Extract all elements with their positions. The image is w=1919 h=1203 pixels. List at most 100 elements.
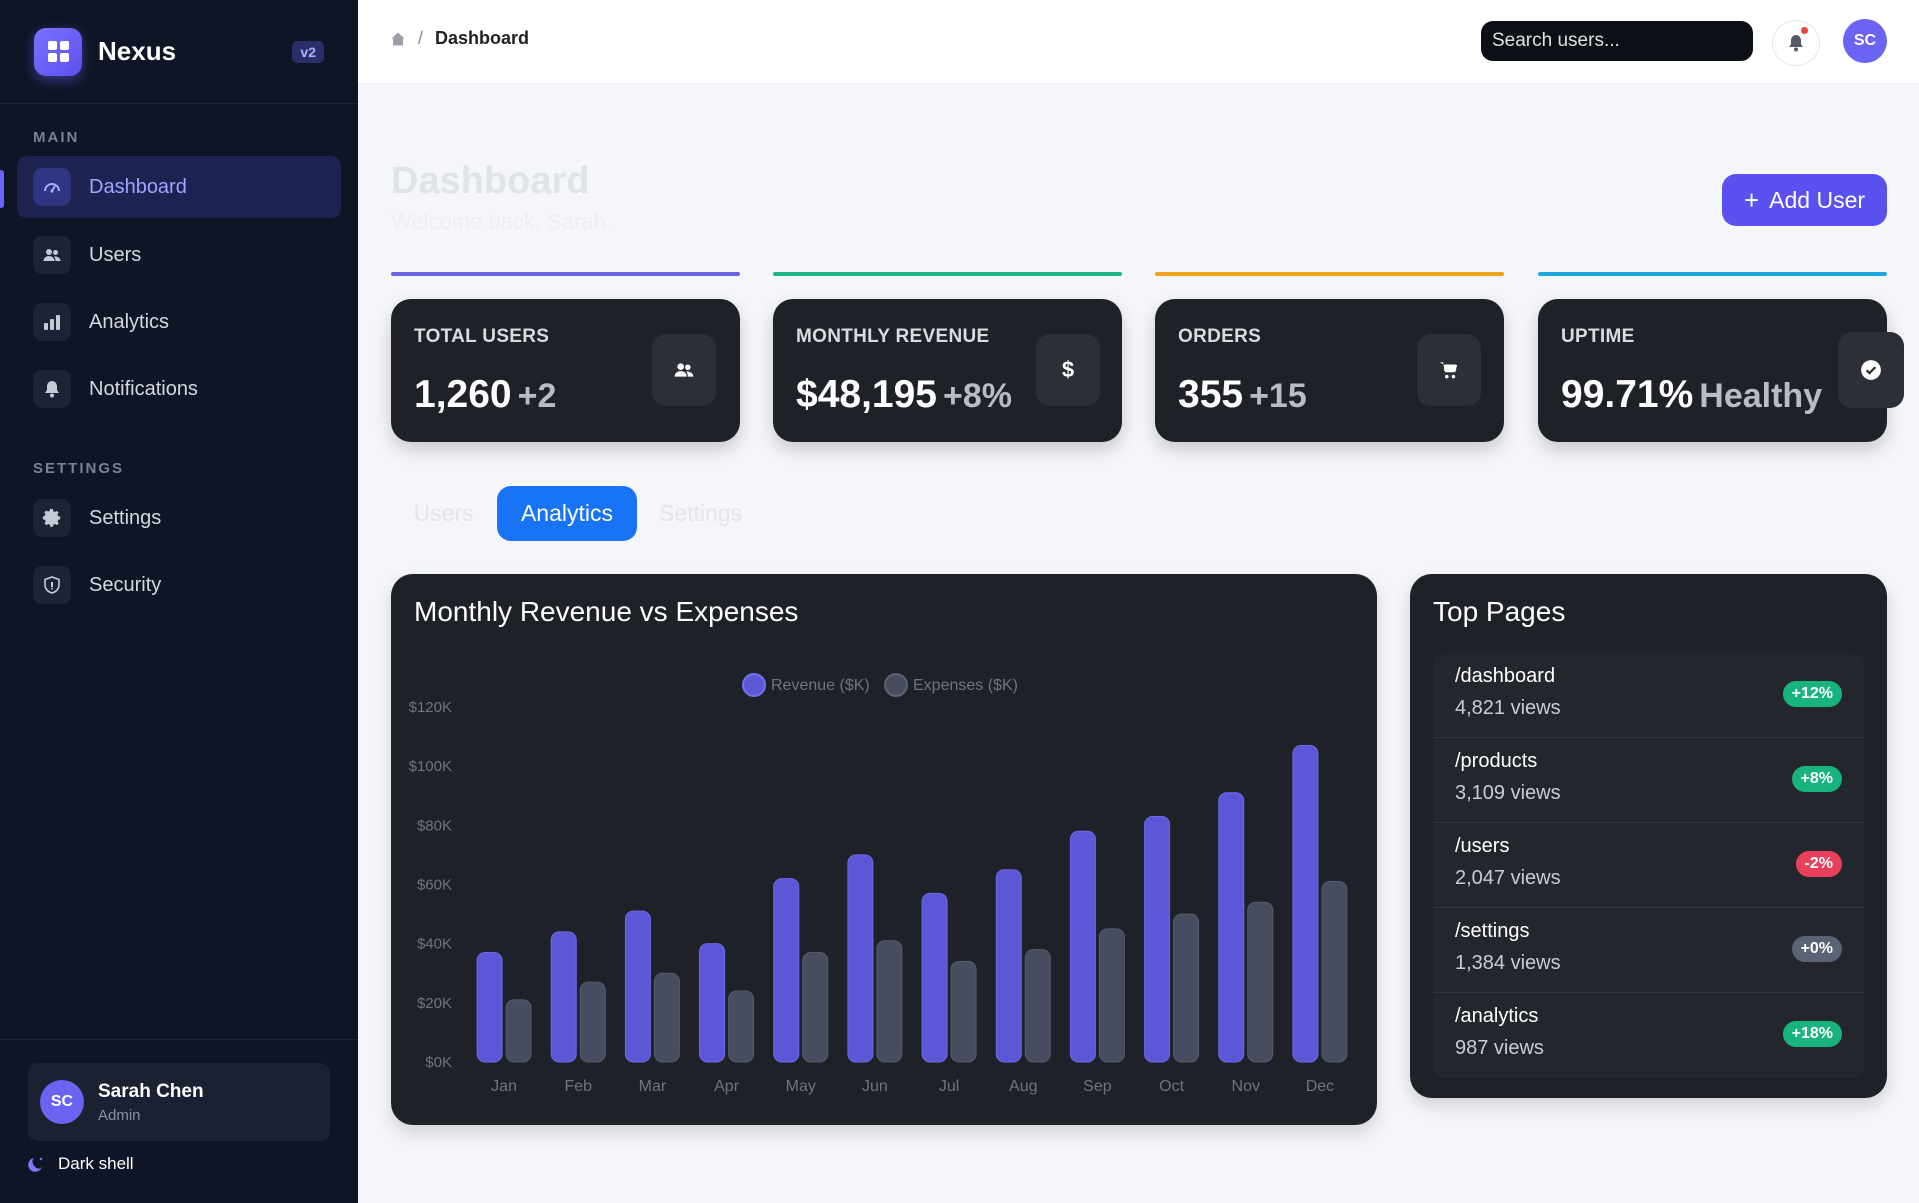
bar-expenses — [1321, 881, 1348, 1063]
x-tick-label: Oct — [1159, 1078, 1184, 1095]
sidebar: Nexus v2 MAIN Dashboard Users Analytics … — [0, 0, 358, 1203]
tab-settings[interactable]: Settings — [658, 500, 743, 526]
page-views: 3,109 views — [1455, 782, 1561, 804]
y-tick-label: $100K — [409, 758, 452, 775]
notification-dot — [1801, 27, 1808, 34]
sidebar-item-dashboard[interactable]: Dashboard — [17, 156, 341, 218]
bar-revenue — [1069, 830, 1096, 1063]
tab-users[interactable]: Users — [413, 500, 474, 526]
sidebar-item-label: Settings — [89, 506, 162, 529]
plus-icon: + — [1743, 184, 1760, 215]
page-path: /analytics — [1455, 1005, 1539, 1027]
top-pages-title: Top Pages — [1433, 596, 1566, 627]
bar-revenue — [847, 854, 874, 1063]
sidebar-item-label: Analytics — [89, 310, 170, 333]
user-name: Sarah Chen — [98, 1080, 204, 1102]
list-item[interactable]: /analytics 987 views +18% — [1433, 993, 1864, 1078]
breadcrumb-current: Dashboard — [435, 28, 530, 48]
page-subtitle: Welcome back, Sarah. — [391, 209, 612, 234]
notifications-button[interactable] — [1772, 20, 1820, 66]
user-role: Admin — [98, 1106, 141, 1124]
home-icon[interactable] — [390, 31, 406, 47]
legend-label: Revenue ($K) — [771, 677, 870, 694]
change-badge: +12% — [1782, 681, 1842, 707]
page-views: 4,821 views — [1455, 697, 1561, 719]
dollar-icon: $ — [1036, 334, 1100, 406]
bar-revenue — [1144, 815, 1171, 1063]
stat-value: 1,260 +2 — [414, 373, 557, 416]
breadcrumb-separator: / — [418, 28, 424, 48]
tab-analytics[interactable]: Analytics — [497, 486, 637, 541]
check-circle-icon — [1838, 332, 1904, 408]
active-indicator — [0, 170, 4, 208]
users-icon — [33, 236, 71, 274]
sidebar-item-users[interactable]: Users — [17, 224, 341, 286]
list-item[interactable]: /users 2,047 views -2% — [1433, 823, 1864, 908]
bar-expenses — [1247, 901, 1274, 1063]
stat-accent-line — [773, 272, 1122, 276]
bar-chart-icon — [33, 303, 71, 341]
stat-label: ORDERS — [1178, 326, 1262, 347]
legend-swatch — [742, 673, 766, 697]
change-badge: +0% — [1791, 936, 1842, 962]
revenue-chart-card: Monthly Revenue vs Expenses $0K $20K $40K $… — [391, 574, 1377, 1125]
page-title: Dashboard — [391, 160, 590, 202]
list-item[interactable]: /dashboard 4,821 views +12% — [1433, 653, 1864, 738]
legend-label: Expenses ($K) — [913, 677, 1018, 694]
bar-revenue — [699, 943, 726, 1063]
stat-accent-line — [1155, 272, 1504, 276]
y-tick-label: $60K — [417, 877, 452, 894]
stat-label: MONTHLY REVENUE — [796, 326, 990, 347]
stat-accent-line — [391, 272, 740, 276]
bar-revenue — [773, 878, 800, 1063]
shield-icon — [33, 566, 71, 604]
y-tick-label: $80K — [417, 817, 452, 834]
x-tick-label: Jan — [491, 1078, 517, 1095]
sidebar-item-notifications[interactable]: Notifications — [17, 358, 341, 420]
sidebar-item-label: Notifications — [89, 377, 198, 400]
topbar: / Dashboard SC — [358, 0, 1919, 84]
search-input[interactable] — [1481, 21, 1753, 61]
x-tick-label: Mar — [639, 1078, 667, 1095]
stat-label: UPTIME — [1561, 326, 1635, 347]
cart-icon — [1417, 334, 1481, 406]
sidebar-item-label: Dashboard — [89, 175, 187, 198]
stat-value: 355 +15 — [1178, 373, 1307, 416]
bar-revenue — [550, 931, 577, 1063]
bar-expenses — [876, 940, 903, 1063]
page-views: 1,384 views — [1455, 952, 1561, 974]
x-tick-label: Jun — [862, 1078, 888, 1095]
x-tick-label: Jul — [939, 1078, 959, 1095]
bar-revenue — [1292, 744, 1319, 1063]
theme-toggle-label: Dark shell — [58, 1154, 134, 1173]
chart-title: Monthly Revenue vs Expenses — [414, 596, 799, 627]
stat-value: $48,195 +8% — [796, 373, 1012, 416]
bar-expenses — [950, 960, 977, 1063]
change-badge: +8% — [1791, 766, 1842, 792]
bar-expenses — [653, 972, 680, 1063]
x-tick-label: Feb — [564, 1078, 592, 1095]
revenue-chart: $0K $20K $40K $60K $80K $100K $120K Jan Feb Mar Ap… — [409, 673, 1348, 1095]
x-tick-label: Nov — [1232, 1078, 1260, 1095]
list-item[interactable]: /products 3,109 views +8% — [1433, 738, 1864, 823]
sidebar-item-analytics[interactable]: Analytics — [17, 291, 341, 353]
add-user-button[interactable]: + Add User — [1722, 174, 1887, 226]
list-item[interactable]: /settings 1,384 views +0% — [1433, 908, 1864, 993]
theme-toggle[interactable]: Dark shell — [26, 1154, 134, 1174]
x-tick-label: Dec — [1306, 1078, 1334, 1095]
sidebar-item-security[interactable]: Security — [17, 554, 341, 616]
bar-expenses — [505, 999, 532, 1063]
stat-delta: +15 — [1249, 377, 1307, 415]
avatar[interactable]: SC — [1843, 19, 1887, 63]
page-views: 2,047 views — [1455, 867, 1561, 889]
bar-expenses — [1173, 913, 1200, 1063]
stat-delta: Healthy — [1699, 377, 1823, 415]
add-user-label: Add User — [1769, 186, 1866, 213]
y-tick-label: $0K — [425, 1054, 452, 1071]
breadcrumb: / Dashboard — [390, 28, 529, 49]
bar-expenses — [728, 990, 755, 1063]
user-profile[interactable]: SC Sarah Chen Admin — [28, 1063, 330, 1141]
x-tick-label: Aug — [1009, 1078, 1037, 1095]
page-views: 987 views — [1455, 1037, 1544, 1059]
sidebar-item-settings[interactable]: Settings — [17, 487, 341, 549]
